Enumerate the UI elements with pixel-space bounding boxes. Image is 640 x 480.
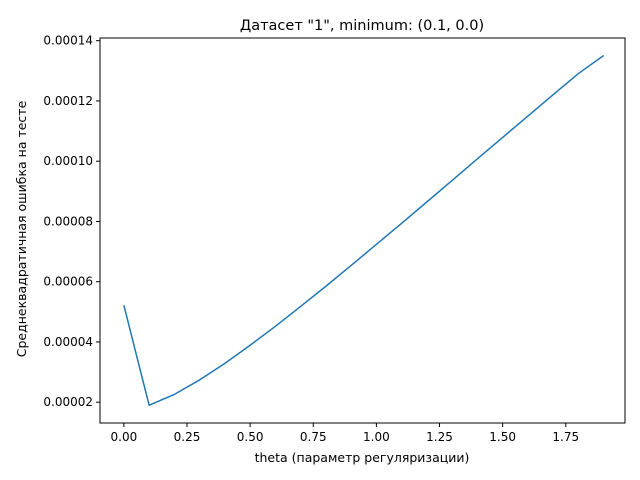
plot-area bbox=[123, 54, 605, 406]
y-tick-label: 0.00002 bbox=[43, 395, 93, 409]
x-tick-label: 0.00 bbox=[111, 430, 138, 444]
y-tick-label: 0.00004 bbox=[43, 335, 93, 349]
x-axis-label: theta (параметр регуляризации) bbox=[255, 450, 470, 465]
y-tick-label: 0.00012 bbox=[43, 94, 93, 108]
x-tick-label: 1.00 bbox=[363, 430, 390, 444]
chart-title: Датасет "1", minimum: (0.1, 0.0) bbox=[240, 18, 484, 34]
y-tick-label: 0.00008 bbox=[43, 214, 93, 228]
x-tick-label: 1.50 bbox=[489, 430, 516, 444]
x-tick-label: 1.25 bbox=[426, 430, 453, 444]
y-tick-label: 0.00010 bbox=[43, 154, 93, 168]
series-line-1 bbox=[123, 54, 605, 406]
y-axis-label: Среднеквадратичная ошибка на тесте bbox=[14, 100, 29, 357]
x-tick-label: 0.75 bbox=[300, 430, 327, 444]
x-tick-label: 0.50 bbox=[237, 430, 264, 444]
axes-frame bbox=[99, 37, 626, 424]
y-tick-label: 0.00014 bbox=[43, 34, 93, 48]
x-tick-label: 1.75 bbox=[552, 430, 579, 444]
x-tick-label: 0.25 bbox=[174, 430, 201, 444]
y-tick-label: 0.00006 bbox=[43, 275, 93, 289]
y-axis: 0.00002 0.00004 0.00006 0.00008 0.00010 0.000… bbox=[43, 34, 100, 409]
x-axis: 0.00 0.25 0.50 0.75 1.00 1.25 1.50 1.75 bbox=[111, 423, 579, 444]
